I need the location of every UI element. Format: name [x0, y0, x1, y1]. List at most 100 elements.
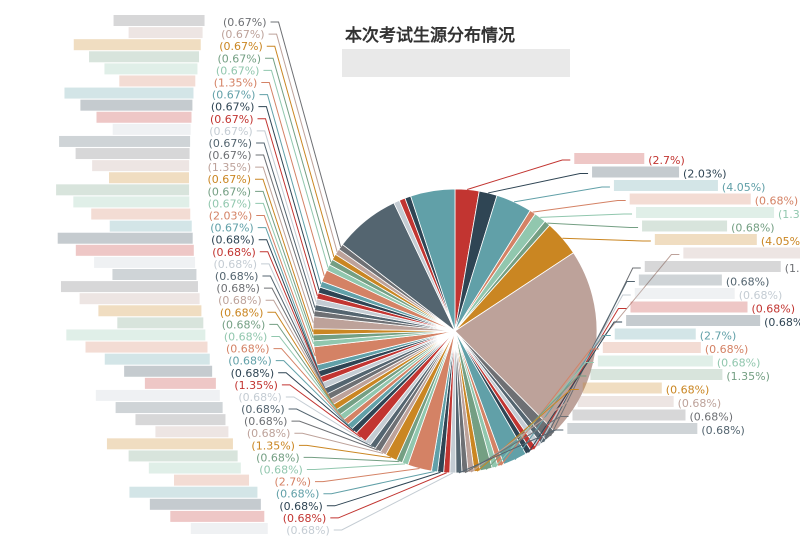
slice-percent-label: (0.68%) — [216, 282, 260, 295]
label-leader-line — [257, 227, 319, 368]
redacted-label-name — [80, 99, 193, 111]
label-leader-line — [255, 178, 314, 332]
redacted-label-name — [73, 196, 190, 208]
slice-percent-label: (0.67%) — [210, 222, 254, 235]
label-leader-line — [306, 463, 406, 471]
label-leader-line — [259, 94, 322, 285]
redacted-label-name — [613, 180, 718, 191]
slice-percent-label: (0.67%) — [209, 125, 253, 138]
label-leader-line — [330, 472, 447, 519]
redacted-label-name — [590, 369, 723, 380]
slice-percent-label: (0.67%) — [223, 16, 267, 29]
redacted-label-name — [170, 510, 265, 522]
redacted-subtitle-bar — [342, 49, 570, 77]
slice-percent-label: (0.67%) — [208, 197, 252, 210]
slice-percent-label: (0.67%) — [218, 52, 262, 65]
redacted-label-name — [614, 328, 696, 340]
label-leader-line — [271, 335, 343, 418]
slice-percent-label: (0.67%) — [208, 149, 252, 162]
slice-percent-label: (2.7%) — [700, 330, 737, 343]
label-leader-line — [285, 396, 369, 444]
label-leader-line — [255, 166, 314, 323]
redacted-label-name — [567, 423, 698, 434]
redacted-label-name — [113, 15, 205, 26]
label-leader-line — [464, 416, 569, 474]
label-leader-line — [488, 173, 589, 194]
slice-percent-label: (0.67%) — [219, 40, 263, 53]
label-leader-line — [550, 267, 641, 437]
label-leader-line — [298, 444, 392, 459]
label-leader-line — [291, 420, 378, 451]
redacted-label-name — [106, 438, 233, 450]
slice-percent-label: (0.68%) — [283, 512, 327, 525]
slice-percent-label: (0.67%) — [212, 89, 256, 102]
redacted-label-name — [683, 247, 800, 259]
slice-percent-label: (0.68%) — [666, 384, 710, 397]
slice-percent-label: (0.68%) — [226, 343, 270, 356]
label-leader-line — [532, 200, 626, 213]
redacted-label-name — [109, 172, 190, 184]
redacted-label-name — [128, 27, 203, 39]
label-leader-line — [261, 81, 325, 276]
slice-percent-label: (0.67%) — [208, 185, 252, 198]
redacted-label-name — [644, 261, 781, 272]
slice-percent-label: (4.05%) — [722, 181, 766, 194]
slice-percent-label: (0.68%) — [764, 316, 800, 329]
label-leader-line — [267, 311, 336, 408]
label-leader-line — [265, 57, 332, 263]
redacted-label-name — [642, 220, 728, 232]
redacted-label-name — [104, 63, 198, 75]
label-leader-line — [326, 471, 441, 507]
slice-percent-label: (0.68%) — [222, 318, 266, 331]
slice-percent-label: (1.35%) — [208, 161, 252, 174]
slice-percent-label: (0.68%) — [726, 276, 770, 289]
redacted-label-name — [190, 523, 268, 534]
redacted-label-name — [636, 207, 775, 218]
slice-percent-label: (0.68%) — [212, 246, 256, 259]
redacted-label-name — [592, 166, 680, 178]
redacted-label-name — [73, 39, 201, 51]
redacted-label-name — [602, 342, 701, 353]
redacted-label-name — [75, 244, 194, 256]
redacted-label-name — [56, 184, 190, 196]
slice-percent-label: (0.67%) — [221, 28, 265, 41]
redacted-label-name — [104, 353, 210, 365]
slice-percent-label: (2.03%) — [209, 210, 253, 223]
slice-percent-label: (2.7%) — [648, 154, 685, 167]
redacted-label-name — [135, 414, 226, 426]
slice-percent-label: (0.68%) — [220, 306, 264, 319]
slice-percent-label: (0.68%) — [224, 330, 268, 343]
slice-percent-label: (0.68%) — [689, 411, 733, 424]
label-leader-line — [470, 402, 574, 473]
slice-percent-label: (1.35%) — [785, 262, 800, 275]
redacted-label-name — [124, 365, 213, 377]
pie-slice — [410, 188, 456, 332]
redacted-label-name — [148, 462, 241, 474]
redacted-label-name — [94, 256, 196, 268]
redacted-label-name — [112, 123, 191, 135]
chart-title: 本次考试生源分布情况 — [345, 26, 515, 46]
redacted-label-name — [96, 111, 192, 123]
redacted-label-name — [66, 329, 206, 341]
redacted-label-name — [98, 305, 202, 317]
label-leader-line — [547, 222, 639, 228]
slice-percent-label: (0.68%) — [286, 524, 330, 537]
redacted-label-name — [85, 341, 208, 353]
redacted-label-name — [57, 232, 193, 244]
redacted-label-name — [629, 193, 751, 205]
redacted-label-name — [119, 75, 196, 87]
label-leader-line — [256, 215, 316, 357]
slice-percent-label: (1.35%) — [778, 208, 800, 221]
label-leader-line — [261, 263, 325, 386]
label-leader-line — [538, 294, 631, 446]
slice-percent-label: (0.68%) — [678, 397, 722, 410]
slice-percent-label: (2.03%) — [683, 168, 727, 181]
label-leader-line — [255, 190, 314, 338]
slice-percent-label: (0.68%) — [739, 289, 783, 302]
redacted-label-name — [577, 396, 674, 407]
redacted-label-name — [149, 498, 261, 510]
label-leader-line — [268, 33, 338, 252]
label-leader-line — [513, 186, 610, 203]
label-leader-line — [476, 389, 579, 472]
